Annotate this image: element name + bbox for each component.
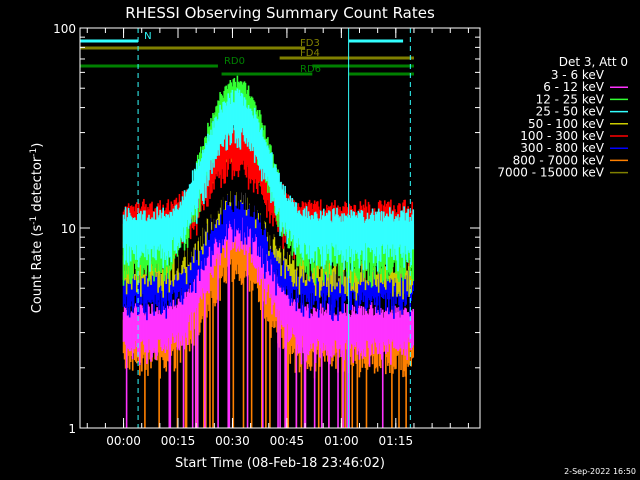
x-tick-label: 00:15 <box>161 434 196 448</box>
legend-label: 50 - 100 keV <box>528 117 605 131</box>
legend-label: 800 - 7000 keV <box>513 153 605 167</box>
y-axis-label: Count Rate (s-1 detector-1) <box>29 143 45 314</box>
footer-date: 2-Sep-2022 16:50 <box>564 467 636 476</box>
legend-title: Det 3, Att 0 <box>559 55 628 69</box>
legend-label: 300 - 800 keV <box>520 141 604 155</box>
flag-FD3-label: FD3 <box>300 38 320 49</box>
x-tick-label: 00:45 <box>270 434 305 448</box>
series-25to50keV <box>122 88 415 272</box>
legend-label: 25 - 50 keV <box>536 105 605 119</box>
chart-title: RHESSI Observing Summary Count Rates <box>125 4 435 22</box>
plot-area <box>122 75 415 428</box>
flag-RD6-label: RD6 <box>300 64 321 75</box>
x-tick-label: 01:15 <box>379 434 414 448</box>
flag-N-label: N <box>144 31 151 42</box>
flag-RD0-label: RD0 <box>224 56 245 67</box>
axes: 00:00 00:15 00:30 00:45 01:00 01:15 1 10 100 <box>53 22 481 448</box>
series-6to12keV <box>122 196 415 428</box>
y-tick-label: 100 <box>53 22 76 36</box>
legend-label: 3 - 6 keV <box>551 68 605 82</box>
legend-label: 6 - 12 keV <box>543 80 605 94</box>
x-axis-label: Start Time (08-Feb-18 23:46:02) <box>175 456 385 471</box>
x-tick-label: 00:30 <box>215 434 250 448</box>
y-tick-label: 1 <box>68 422 76 436</box>
legend-label: 100 - 300 keV <box>520 129 604 143</box>
legend-label: 7000 - 15000 keV <box>497 166 604 180</box>
x-tick-label: 00:00 <box>106 434 141 448</box>
legend-label: 12 - 25 keV <box>536 92 605 106</box>
y-tick-label: 10 <box>61 222 76 236</box>
x-tick-label: 01:00 <box>324 434 359 448</box>
flag-FD4-label: FD4 <box>300 48 320 59</box>
